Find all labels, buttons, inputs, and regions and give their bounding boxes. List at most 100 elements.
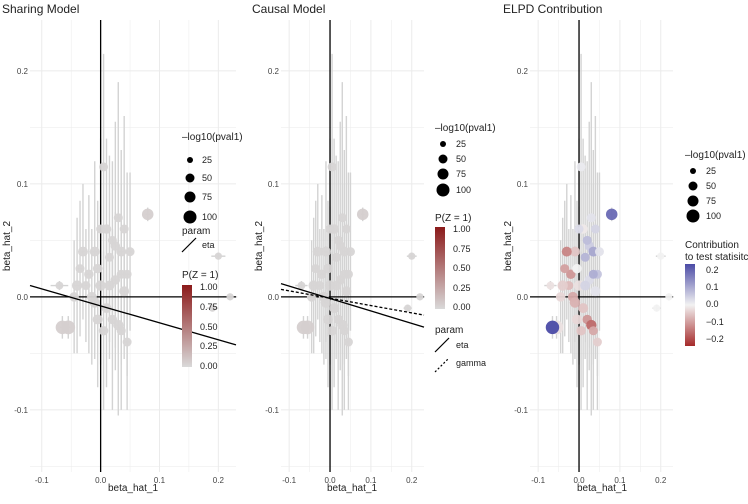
x-tick-label: 0.1 (365, 476, 377, 485)
data-point (99, 162, 109, 172)
data-point (341, 286, 352, 297)
x-tick-label: 0.2 (213, 476, 225, 485)
data-point (331, 280, 342, 291)
legend-size-label: 75 (456, 169, 466, 179)
data-point (588, 269, 598, 279)
data-point (341, 224, 351, 234)
legend-title: param (435, 325, 463, 336)
x-tick-labels: -0.1 0.0 0.1 0.2 (531, 476, 667, 485)
data-point (345, 247, 355, 257)
legend-size-key (183, 210, 197, 224)
data-point (578, 303, 589, 314)
data-point (92, 263, 103, 274)
data-point (296, 320, 311, 335)
legend-color-label: 0.75 (200, 302, 218, 312)
y-tick-label: 0.2 (268, 67, 280, 76)
legend-size-key (437, 168, 449, 180)
data-point (325, 224, 335, 234)
legend-color-label: 0.50 (200, 322, 218, 332)
data-point (77, 246, 88, 257)
data-point (297, 281, 306, 290)
legend-param-label: gamma (456, 358, 486, 368)
legend-size-label: 75 (202, 192, 212, 202)
panel-sharing-model: Sharing Model -0.1 0.0 0.1 0.2 -0.1 0.0 0.1 0.… (2, 2, 238, 494)
data-point (576, 325, 586, 336)
y-tick-label: 0.0 (17, 293, 29, 302)
legend-color-label: 0.00 (453, 302, 471, 312)
data-point (580, 280, 591, 291)
x-tick-label: 0.0 (95, 476, 107, 485)
legend-title: –log10(pval1) (435, 123, 496, 134)
panel-title: Causal Model (252, 2, 325, 16)
data-point (71, 280, 83, 291)
legend-size-key (687, 195, 699, 207)
gridlines (530, 20, 673, 472)
y-tick-labels: -0.1 0.0 0.1 0.2 (14, 67, 28, 415)
data-point (592, 337, 602, 347)
x-tick-label: 0.2 (406, 476, 418, 485)
data-point (327, 162, 337, 172)
data-point (590, 224, 600, 234)
data-point (555, 292, 566, 302)
data-point (333, 235, 343, 245)
x-tick-label: -0.1 (35, 476, 49, 485)
data-point (557, 280, 568, 291)
data-point (588, 326, 598, 336)
data-point (104, 252, 114, 262)
data-point (317, 269, 327, 280)
legend-size-key (185, 173, 195, 183)
data-point (343, 337, 353, 347)
legend-param-sharing: param eta (181, 226, 215, 253)
legend-size-label: 50 (202, 173, 212, 183)
legend-color-causal: P(Z = 1) 1.00 0.75 0.50 0.25 0.00 (435, 213, 471, 312)
data-point (580, 252, 590, 262)
data-point (561, 246, 572, 257)
x-tick-label: 0.0 (324, 476, 336, 485)
legend-color-label: −0.2 (706, 334, 724, 344)
panel-title: ELPD Contribution (503, 2, 602, 16)
legend-color-label: 0.25 (200, 341, 218, 351)
data-point (356, 208, 369, 221)
data-point (125, 247, 135, 257)
data-point (574, 224, 584, 234)
data-point (92, 314, 103, 325)
data-point (329, 303, 340, 314)
data-point (586, 213, 596, 223)
legend-param-label: eta (202, 240, 215, 250)
y-tick-label: 0.1 (17, 180, 29, 189)
legend-size-key (438, 154, 448, 164)
y-tick-label: 0.0 (517, 293, 529, 302)
data-point (653, 304, 661, 312)
data-point (339, 269, 349, 279)
legend-color-label: −0.1 (706, 317, 724, 327)
data-point (104, 280, 115, 291)
legend-line-key (434, 357, 450, 373)
data-point (75, 264, 85, 274)
legend-size-label: 100 (706, 211, 721, 221)
legend-size-label: 75 (706, 196, 716, 206)
panel-causal-model: Causal Model -0.1 0.0 0.1 0.2 -0.1 0.0 0.1 0.2… (252, 2, 425, 494)
x-tick-labels: -0.1 0.0 0.1 0.2 (282, 476, 418, 485)
data-point (594, 247, 604, 257)
y-tick-label: 0.0 (268, 293, 280, 302)
data-point (337, 213, 347, 223)
data-point (665, 293, 673, 301)
data-point (560, 264, 570, 274)
fitted-lines (280, 283, 425, 328)
data-point (323, 263, 333, 274)
data-point (116, 326, 126, 336)
data-point (113, 213, 123, 223)
y-tick-labels: -0.1 0.0 0.1 0.2 (514, 67, 528, 415)
legend-color-label: 0.75 (453, 244, 471, 254)
data-point (95, 280, 106, 291)
legend-size-key (184, 191, 196, 203)
legend-color-label: 1.00 (453, 224, 471, 234)
legend-line-key (434, 337, 450, 353)
legend-size-label: 25 (706, 166, 716, 176)
panel-title: Sharing Model (2, 2, 79, 16)
data-point (404, 304, 412, 312)
data-point (119, 286, 130, 297)
data-point (590, 286, 601, 297)
data-point (569, 297, 581, 308)
